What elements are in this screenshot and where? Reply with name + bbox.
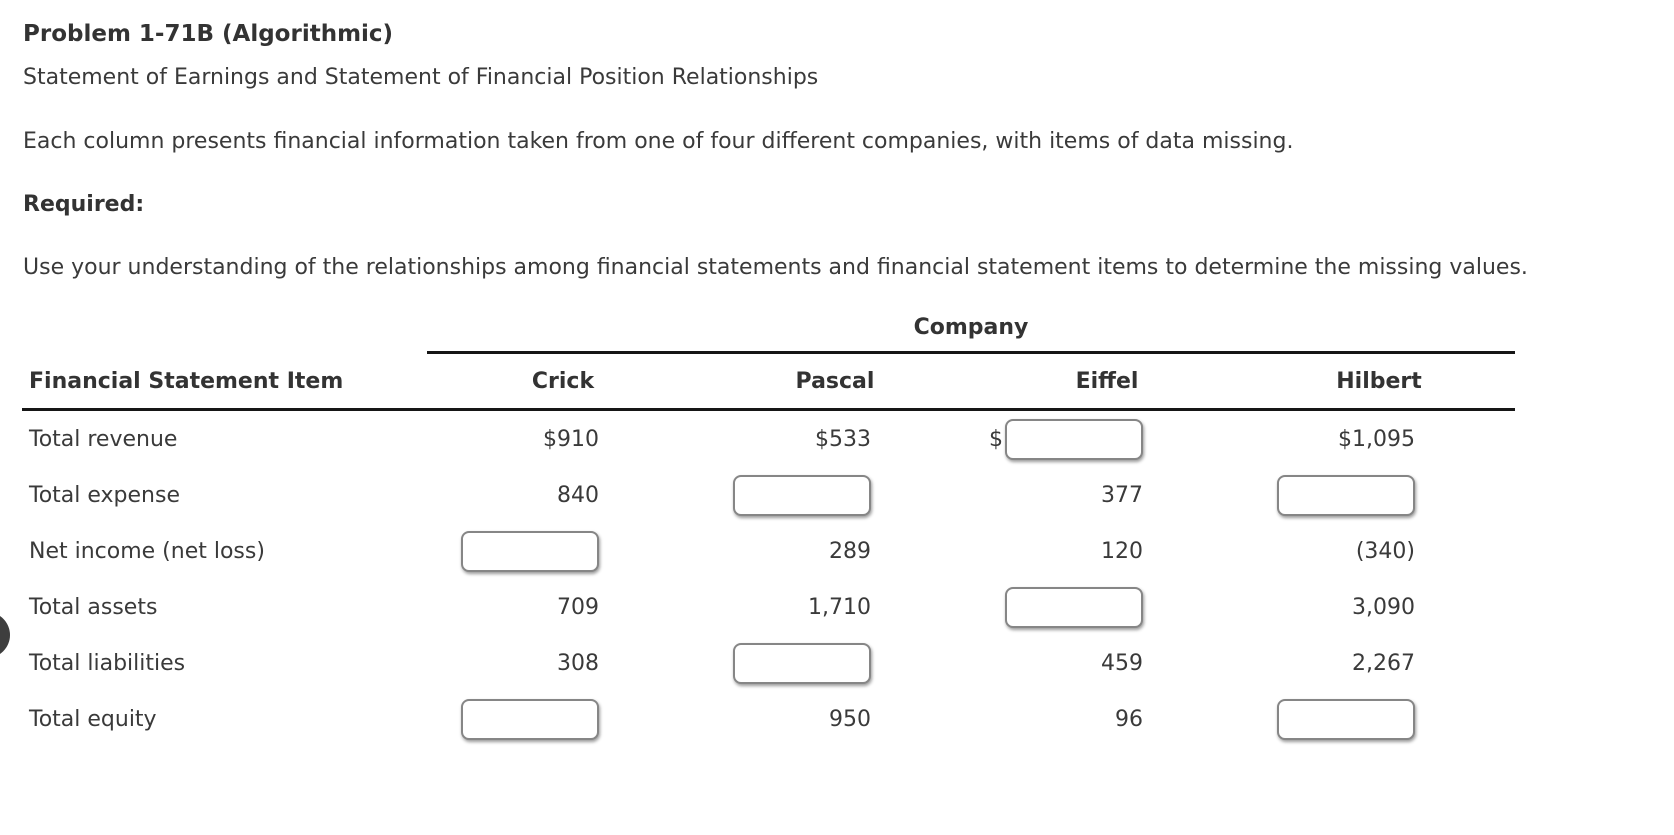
value-total-revenue-pascal: $533 bbox=[815, 426, 871, 452]
problem-title: Problem 1-71B (Algorithmic) bbox=[23, 21, 394, 47]
financial-statement-table: Company Financial Statement Item Crick P… bbox=[22, 317, 1515, 747]
row-label-total-expense: Total expense bbox=[29, 482, 180, 508]
cell-total-liabilities-eiffel: 459 bbox=[971, 635, 1243, 691]
cell-net-income-net-loss-pascal: 289 bbox=[699, 523, 971, 579]
cell-total-liabilities-hilbert: 2,267 bbox=[1243, 635, 1515, 691]
input-total-expense-hilbert[interactable] bbox=[1277, 474, 1415, 516]
cell-total-equity-crick bbox=[427, 691, 699, 747]
problem-subtitle: Statement of Earnings and Statement of F… bbox=[23, 65, 819, 90]
input-total-equity-crick[interactable] bbox=[461, 698, 599, 740]
cell-total-revenue-hilbert: $1,095 bbox=[1243, 411, 1515, 467]
cell-total-equity-hilbert bbox=[1243, 691, 1515, 747]
input-total-equity-hilbert[interactable] bbox=[1277, 698, 1415, 740]
intro-text: Each column presents financial informati… bbox=[23, 129, 1294, 154]
cell-total-expense-eiffel: 377 bbox=[971, 467, 1243, 523]
cell-total-expense-hilbert bbox=[1243, 467, 1515, 523]
value-total-assets-hilbert: 3,090 bbox=[1352, 594, 1415, 620]
value-total-liabilities-hilbert: 2,267 bbox=[1352, 650, 1415, 676]
value-total-assets-crick: 709 bbox=[557, 594, 599, 620]
cell-total-liabilities-crick: 308 bbox=[427, 635, 699, 691]
column-header-hilbert: Hilbert bbox=[1243, 354, 1515, 411]
cell-total-equity-pascal: 950 bbox=[699, 691, 971, 747]
cell-total-equity-eiffel: 96 bbox=[971, 691, 1243, 747]
column-header-eiffel: Eiffel bbox=[971, 354, 1243, 411]
cell-total-liabilities-pascal bbox=[699, 635, 971, 691]
value-net-income-net-loss-eiffel: 120 bbox=[1101, 538, 1143, 564]
value-total-revenue-crick: $910 bbox=[543, 426, 599, 452]
required-label: Required: bbox=[23, 192, 145, 217]
cell-total-revenue-pascal: $533 bbox=[699, 411, 971, 467]
row-label-total-revenue: Total revenue bbox=[29, 426, 178, 452]
value-total-expense-eiffel: 377 bbox=[1101, 482, 1143, 508]
instructions-text: Use your understanding of the relationsh… bbox=[23, 255, 1528, 280]
company-group-header-label: Company bbox=[913, 315, 1029, 340]
value-net-income-net-loss-pascal: 289 bbox=[829, 538, 871, 564]
problem-page: Problem 1-71B (Algorithmic) Statement of… bbox=[0, 23, 1674, 835]
value-net-income-net-loss-hilbert: (340) bbox=[1355, 538, 1415, 564]
input-total-expense-pascal[interactable] bbox=[733, 474, 871, 516]
column-header-pascal: Pascal bbox=[699, 354, 971, 411]
cell-total-assets-eiffel bbox=[971, 579, 1243, 635]
cell-net-income-net-loss-hilbert: (340) bbox=[1243, 523, 1515, 579]
row-label-total-liabilities: Total liabilities bbox=[29, 650, 186, 676]
input-net-income-net-loss-crick[interactable] bbox=[461, 530, 599, 572]
cell-total-assets-crick: 709 bbox=[427, 579, 699, 635]
input-total-revenue-eiffel[interactable] bbox=[1005, 418, 1143, 460]
item-column-header: Financial Statement Item bbox=[22, 354, 427, 411]
currency-prefix: $ bbox=[989, 426, 1003, 452]
column-header-crick: Crick bbox=[427, 354, 699, 411]
cell-total-expense-crick: 840 bbox=[427, 467, 699, 523]
cell-net-income-net-loss-eiffel: 120 bbox=[971, 523, 1243, 579]
value-total-revenue-hilbert: $1,095 bbox=[1338, 426, 1415, 452]
value-total-liabilities-eiffel: 459 bbox=[1101, 650, 1143, 676]
cell-total-revenue-eiffel: $ bbox=[971, 411, 1243, 467]
company-header-spacer bbox=[22, 317, 427, 354]
cell-total-assets-hilbert: 3,090 bbox=[1243, 579, 1515, 635]
value-total-equity-pascal: 950 bbox=[829, 706, 871, 732]
cell-total-revenue-crick: $910 bbox=[427, 411, 699, 467]
row-label-total-assets: Total assets bbox=[29, 594, 158, 620]
value-total-expense-crick: 840 bbox=[557, 482, 599, 508]
clipped-circle-decoration bbox=[0, 612, 10, 658]
company-group-header: Company bbox=[427, 317, 1515, 354]
cell-net-income-net-loss-crick bbox=[427, 523, 699, 579]
cell-total-assets-pascal: 1,710 bbox=[699, 579, 971, 635]
cell-total-expense-pascal bbox=[699, 467, 971, 523]
value-total-assets-pascal: 1,710 bbox=[808, 594, 871, 620]
input-total-liabilities-pascal[interactable] bbox=[733, 642, 871, 684]
value-total-liabilities-crick: 308 bbox=[557, 650, 599, 676]
input-total-assets-eiffel[interactable] bbox=[1005, 586, 1143, 628]
value-total-equity-eiffel: 96 bbox=[1115, 706, 1143, 732]
row-label-net-income-net-loss: Net income (net loss) bbox=[29, 538, 265, 564]
row-label-total-equity: Total equity bbox=[29, 706, 157, 732]
